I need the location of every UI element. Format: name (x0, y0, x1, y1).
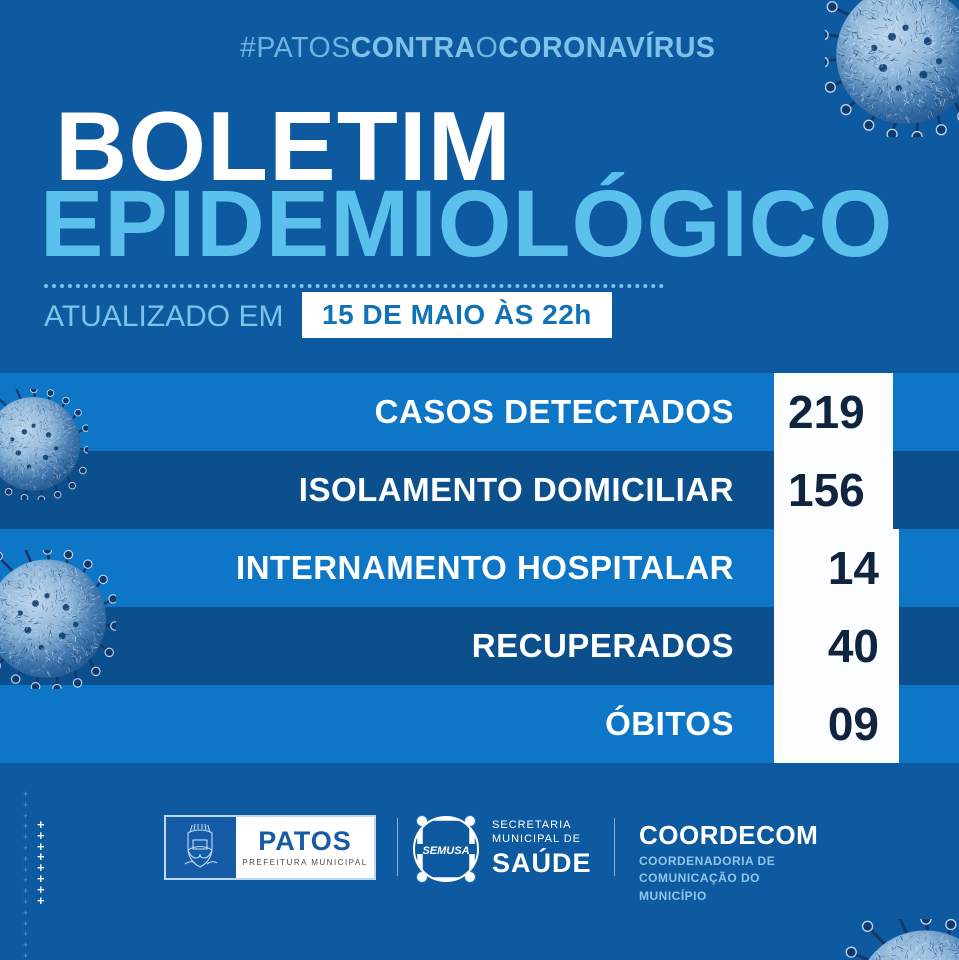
svg-text:SEMUSA: SEMUSA (422, 845, 469, 857)
